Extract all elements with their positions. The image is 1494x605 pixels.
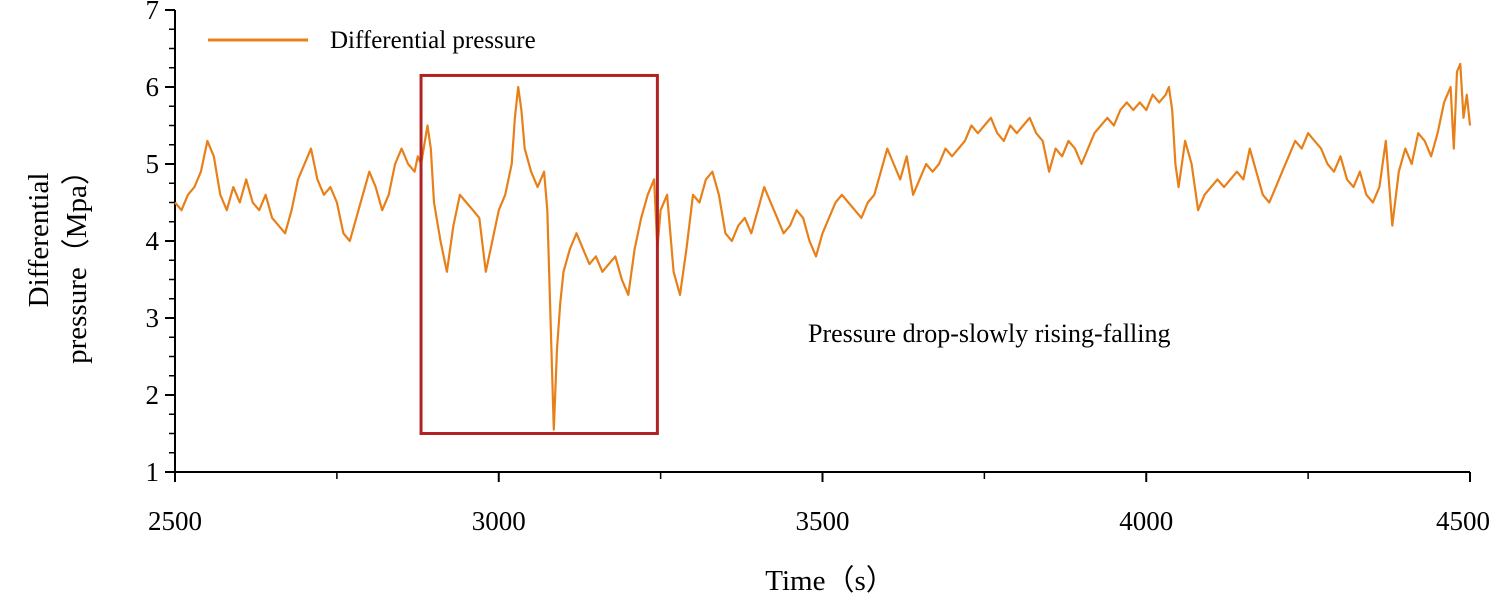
- y-tick-label: 7: [146, 0, 160, 25]
- y-tick-label: 1: [146, 457, 160, 487]
- series-layer: [174, 62, 1472, 431]
- ticks-layer: 1 2 3 4 5 6 7 2500 3000 3500 4000 4500: [146, 0, 1491, 536]
- y-tick-label: 5: [146, 149, 160, 179]
- y-tick-label: 3: [146, 303, 160, 333]
- x-axis-title: Time（s）: [765, 565, 894, 597]
- legend: Differential pressure: [208, 27, 536, 54]
- y-axis-title-line1: Differential: [23, 173, 55, 308]
- x-tick-label: 4500: [1436, 506, 1490, 536]
- y-tick-label: 6: [146, 72, 160, 102]
- x-tick-label: 3000: [472, 506, 526, 536]
- highlight-box: [419, 73, 659, 435]
- series-line-differential-pressure: [174, 62, 1472, 431]
- y-tick-label: 2: [146, 380, 160, 410]
- x-tick-label: 2500: [148, 506, 202, 536]
- x-tick-label: 3500: [796, 506, 850, 536]
- x-tick-label: 4000: [1119, 506, 1173, 536]
- legend-label: Differential pressure: [330, 27, 536, 54]
- y-tick-label: 4: [146, 226, 160, 256]
- annotation-text: Pressure drop-slowly rising-falling: [808, 319, 1171, 348]
- y-axis-title-line2: pressure（Mpa）: [61, 156, 93, 364]
- axes-layer: [174, 10, 1470, 473]
